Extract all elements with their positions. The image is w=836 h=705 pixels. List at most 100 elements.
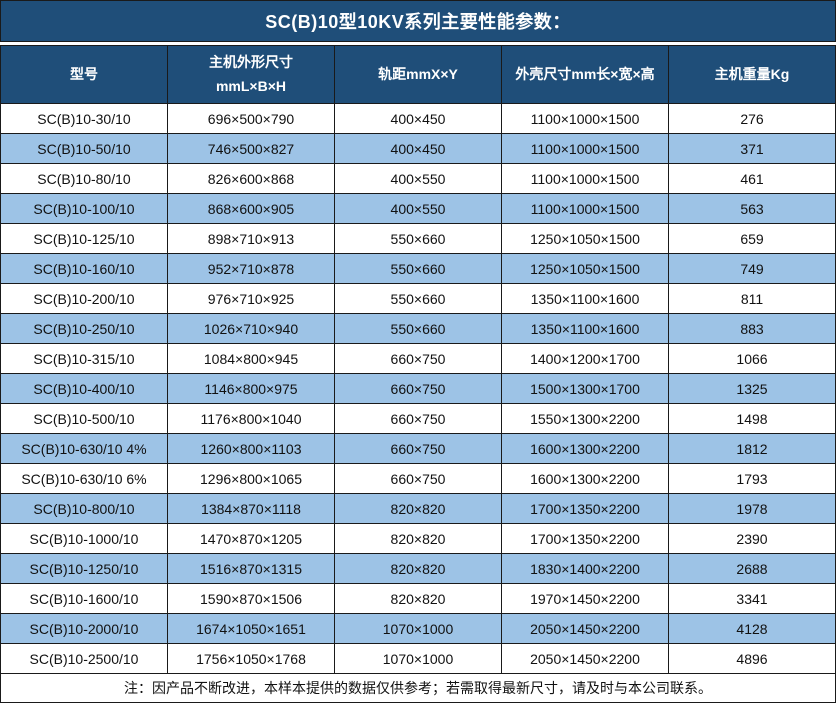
gauge-cell: 820×820: [334, 553, 502, 584]
dimensions-cell: 868×600×905: [167, 193, 335, 224]
model-cell: SC(B)10-315/10: [0, 343, 168, 374]
enclosure-cell: 1600×1300×2200: [501, 433, 669, 464]
column-header-enclosure: 外壳尺寸mm长×宽×高: [501, 45, 669, 104]
gauge-cell: 660×750: [334, 433, 502, 464]
dimensions-cell: 1590×870×1506: [167, 583, 335, 614]
enclosure-cell: 1350×1100×1600: [501, 283, 669, 314]
weight-cell: 749: [668, 253, 836, 284]
weight-cell: 4128: [668, 613, 836, 644]
table-row: SC(B)10-800/10 1384×870×1118 820×820 170…: [0, 493, 836, 524]
model-cell: SC(B)10-80/10: [0, 163, 168, 194]
enclosure-cell: 1700×1350×2200: [501, 493, 669, 524]
weight-cell: 659: [668, 223, 836, 254]
table-row: SC(B)10-400/10 1146×800×975 660×750 1500…: [0, 373, 836, 404]
gauge-cell: 400×550: [334, 163, 502, 194]
table-row: SC(B)10-50/10 746×500×827 400×450 1100×1…: [0, 133, 836, 164]
dimensions-cell: 1384×870×1118: [167, 493, 335, 524]
footer-row: 注：因产品不断改进，本样本提供的数据仅供参考；若需取得最新尺寸，请及时与本公司联…: [0, 673, 836, 703]
weight-cell: 3341: [668, 583, 836, 614]
table-row: SC(B)10-200/10 976×710×925 550×660 1350×…: [0, 283, 836, 314]
model-cell: SC(B)10-1250/10: [0, 553, 168, 584]
dimensions-cell: 1516×870×1315: [167, 553, 335, 584]
enclosure-cell: 1400×1200×1700: [501, 343, 669, 374]
gauge-cell: 400×450: [334, 133, 502, 164]
model-cell: SC(B)10-200/10: [0, 283, 168, 314]
enclosure-cell: 1100×1000×1500: [501, 103, 669, 134]
weight-cell: 461: [668, 163, 836, 194]
enclosure-cell: 1600×1300×2200: [501, 463, 669, 494]
gauge-cell: 1070×1000: [334, 643, 502, 674]
table-row: SC(B)10-1250/10 1516×870×1315 820×820 18…: [0, 553, 836, 584]
gauge-cell: 1070×1000: [334, 613, 502, 644]
gauge-cell: 550×660: [334, 253, 502, 284]
weight-cell: 371: [668, 133, 836, 164]
dimensions-cell: 1176×800×1040: [167, 403, 335, 434]
column-header-gauge: 轨距mmX×Y: [334, 45, 502, 104]
gauge-cell: 400×550: [334, 193, 502, 224]
weight-cell: 2688: [668, 553, 836, 584]
gauge-cell: 660×750: [334, 373, 502, 404]
dimensions-cell: 1084×800×945: [167, 343, 335, 374]
table-title-bar: SC(B)10型10KV系列主要性能参数：: [0, 0, 836, 42]
weight-cell: 811: [668, 283, 836, 314]
dimensions-cell: 1470×870×1205: [167, 523, 335, 554]
gauge-cell: 820×820: [334, 583, 502, 614]
gauge-cell: 400×450: [334, 103, 502, 134]
enclosure-cell: 1250×1050×1500: [501, 223, 669, 254]
model-cell: SC(B)10-30/10: [0, 103, 168, 134]
table-row: SC(B)10-2500/10 1756×1050×1768 1070×1000…: [0, 643, 836, 674]
enclosure-cell: 1500×1300×1700: [501, 373, 669, 404]
weight-cell: 1812: [668, 433, 836, 464]
enclosure-cell: 2050×1450×2200: [501, 613, 669, 644]
weight-cell: 1325: [668, 373, 836, 404]
enclosure-cell: 1550×1300×2200: [501, 403, 669, 434]
model-cell: SC(B)10-160/10: [0, 253, 168, 284]
table-row: SC(B)10-630/10 4% 1260×800×1103 660×750 …: [0, 433, 836, 464]
model-cell: SC(B)10-1000/10: [0, 523, 168, 554]
column-header-weight: 主机重量Kg: [668, 45, 836, 104]
model-cell: SC(B)10-50/10: [0, 133, 168, 164]
table-row: SC(B)10-2000/10 1674×1050×1651 1070×1000…: [0, 613, 836, 644]
weight-cell: 1793: [668, 463, 836, 494]
weight-cell: 883: [668, 313, 836, 344]
model-cell: SC(B)10-125/10: [0, 223, 168, 254]
model-cell: SC(B)10-630/10 6%: [0, 463, 168, 494]
model-cell: SC(B)10-500/10: [0, 403, 168, 434]
gauge-cell: 660×750: [334, 403, 502, 434]
model-cell: SC(B)10-2500/10: [0, 643, 168, 674]
enclosure-cell: 1830×1400×2200: [501, 553, 669, 584]
dimensions-cell: 1146×800×975: [167, 373, 335, 404]
gauge-cell: 820×820: [334, 523, 502, 554]
enclosure-cell: 1100×1000×1500: [501, 133, 669, 164]
dimensions-cell: 976×710×925: [167, 283, 335, 314]
dimensions-cell: 826×600×868: [167, 163, 335, 194]
enclosure-cell: 1350×1100×1600: [501, 313, 669, 344]
model-cell: SC(B)10-1600/10: [0, 583, 168, 614]
table-row: SC(B)10-500/10 1176×800×1040 660×750 155…: [0, 403, 836, 434]
weight-cell: 1066: [668, 343, 836, 374]
weight-cell: 563: [668, 193, 836, 224]
enclosure-cell: 1700×1350×2200: [501, 523, 669, 554]
gauge-cell: 820×820: [334, 493, 502, 524]
dimensions-cell: 898×710×913: [167, 223, 335, 254]
gauge-cell: 660×750: [334, 463, 502, 494]
gauge-cell: 550×660: [334, 313, 502, 344]
model-cell: SC(B)10-800/10: [0, 493, 168, 524]
dimensions-cell: 1756×1050×1768: [167, 643, 335, 674]
column-header-dimensions: 主机外形尺寸 mmL×B×H: [167, 45, 335, 104]
weight-cell: 276: [668, 103, 836, 134]
weight-cell: 2390: [668, 523, 836, 554]
model-cell: SC(B)10-400/10: [0, 373, 168, 404]
table-header: 型号 主机外形尺寸 mmL×B×H 轨距mmX×Y 外壳尺寸mm长×宽×高 主机…: [0, 45, 836, 104]
model-cell: SC(B)10-630/10 4%: [0, 433, 168, 464]
dimensions-cell: 1296×800×1065: [167, 463, 335, 494]
enclosure-cell: 2050×1450×2200: [501, 643, 669, 674]
dimensions-cell: 1026×710×940: [167, 313, 335, 344]
model-cell: SC(B)10-250/10: [0, 313, 168, 344]
weight-cell: 1978: [668, 493, 836, 524]
header-row: 型号 主机外形尺寸 mmL×B×H 轨距mmX×Y 外壳尺寸mm长×宽×高 主机…: [0, 45, 836, 104]
table-row: SC(B)10-1600/10 1590×870×1506 820×820 19…: [0, 583, 836, 614]
enclosure-cell: 1100×1000×1500: [501, 193, 669, 224]
gauge-cell: 660×750: [334, 343, 502, 374]
enclosure-cell: 1250×1050×1500: [501, 253, 669, 284]
